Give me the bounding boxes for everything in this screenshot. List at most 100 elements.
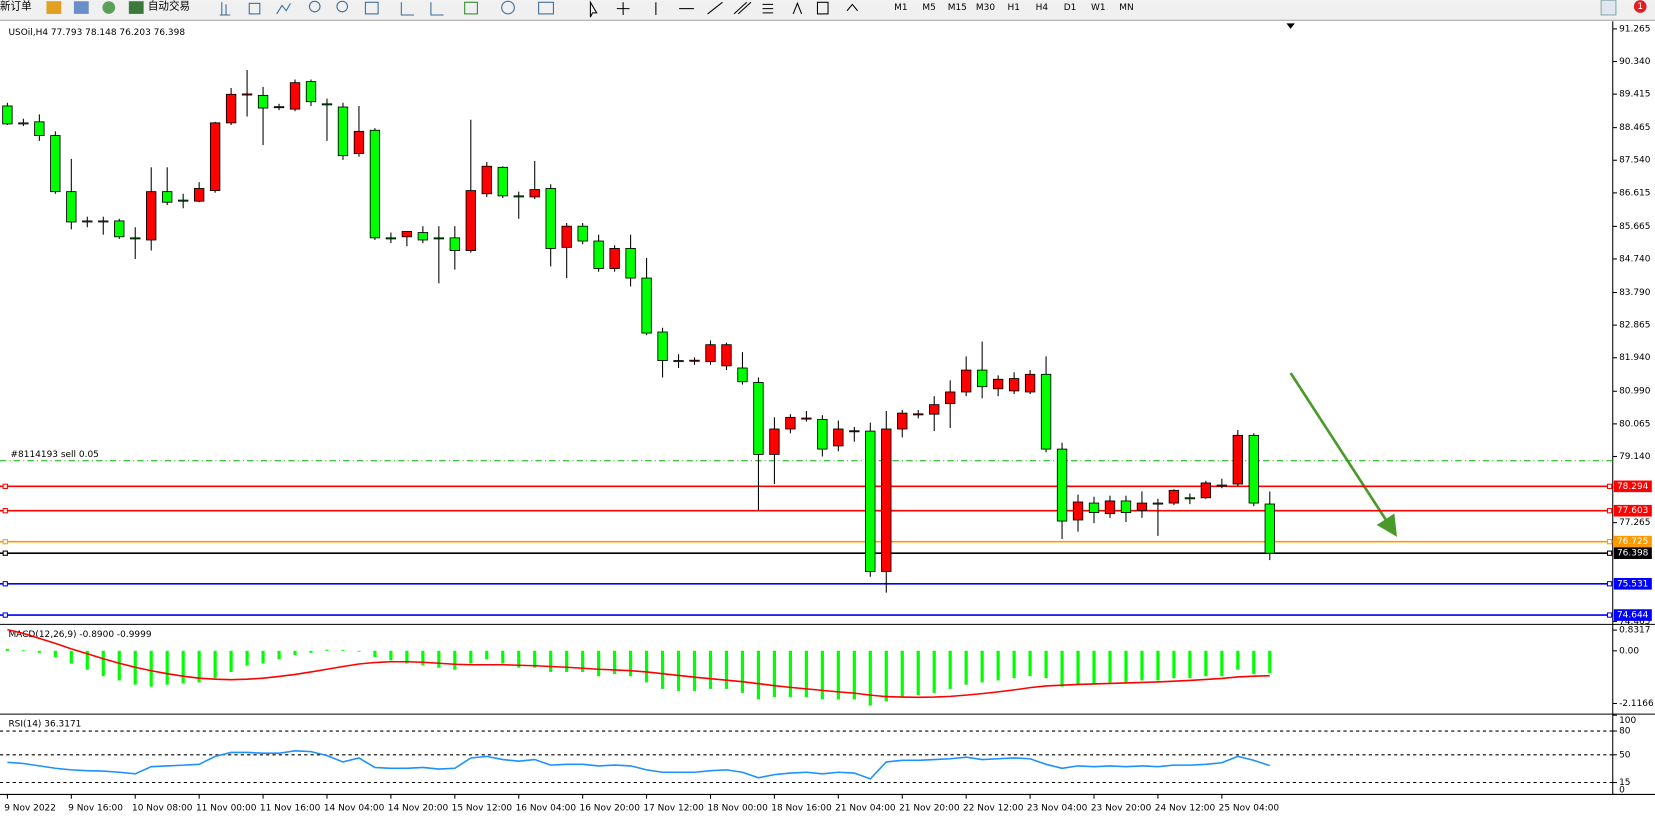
timeframe-button[interactable]: M15 — [948, 3, 967, 13]
candle-body — [929, 404, 940, 415]
template-icon[interactable] — [538, 1, 554, 15]
macd-bar — [149, 650, 153, 687]
candle-body — [529, 189, 540, 198]
candle-body — [417, 232, 429, 241]
toolbar-icon[interactable] — [46, 1, 62, 14]
shapes-icon[interactable] — [846, 3, 859, 12]
timeframe-button[interactable]: M30 — [976, 3, 995, 13]
timeframe-button[interactable]: H4 — [1036, 3, 1049, 13]
zoom-in-icon[interactable] — [308, 0, 321, 13]
y-tick-label: -2.1166 — [1619, 699, 1654, 709]
candle-body — [66, 191, 77, 223]
timeframe-button[interactable]: M1 — [894, 3, 907, 13]
level-handle — [2, 581, 8, 587]
trendline-icon[interactable] — [707, 1, 723, 15]
macd-bar — [421, 650, 425, 666]
macd-bar — [37, 650, 41, 653]
text-icon[interactable] — [792, 1, 803, 15]
candle-body — [2, 105, 13, 125]
macd-bar — [740, 650, 745, 693]
indicators-icon[interactable] — [464, 1, 478, 15]
candle-body — [18, 122, 29, 125]
time-label: 11 Nov 00:00 — [196, 804, 257, 814]
candle-chart-icon[interactable] — [248, 2, 261, 15]
tile-icon[interactable] — [364, 1, 379, 15]
timeframe-button[interactable]: M5 — [922, 3, 935, 13]
macd-bar — [309, 650, 313, 653]
timeframe-button[interactable]: MN — [1119, 3, 1133, 13]
level-handle — [1606, 539, 1613, 545]
macd-bar — [948, 650, 952, 689]
new-order-button[interactable]: 新订单 — [0, 0, 32, 13]
candle-body — [992, 378, 1004, 390]
timeframe-button[interactable]: D1 — [1064, 3, 1077, 13]
macd-bar — [1172, 650, 1176, 679]
macd-bar — [213, 650, 217, 679]
level-handle — [2, 612, 8, 618]
fibo-icon[interactable] — [762, 3, 774, 14]
bar-chart-icon[interactable] — [219, 2, 231, 16]
macd-bar — [261, 650, 265, 664]
candle-body — [1072, 501, 1084, 521]
level-label: 76.398 — [1617, 549, 1649, 559]
candle-body — [114, 220, 125, 238]
close: 76.398 — [154, 27, 186, 37]
level-label: 77.603 — [1617, 506, 1648, 516]
help-icon[interactable] — [1600, 0, 1617, 16]
period-icon[interactable] — [501, 0, 515, 15]
rsi-value: 36.3171 — [44, 719, 81, 729]
candle-body — [1184, 497, 1196, 500]
candle-body — [801, 417, 812, 420]
candle-body — [577, 225, 588, 242]
time-label: 17 Nov 12:00 — [643, 804, 704, 814]
candle-body — [769, 428, 780, 455]
candle-body — [1056, 448, 1068, 522]
rsi-name: RSI(14) — [8, 719, 41, 729]
time-label: 24 Nov 12:00 — [1155, 804, 1216, 814]
notification-badge[interactable] — [1633, 0, 1647, 13]
macd-bar — [117, 650, 121, 681]
shift-icon[interactable] — [430, 2, 444, 16]
line-chart-icon[interactable] — [276, 3, 291, 15]
open: 77.793 — [51, 27, 82, 37]
toolbar-icon[interactable] — [102, 1, 116, 14]
channel-icon[interactable] — [733, 1, 752, 15]
candle-body — [1168, 489, 1180, 504]
candle-body — [465, 190, 476, 251]
candle-body — [785, 416, 796, 430]
macd-signal: -0.9999 — [117, 629, 152, 639]
macd-signal-line — [7, 628, 1270, 699]
time-label: 9 Nov 16:00 — [68, 804, 123, 814]
macd-bar — [165, 650, 169, 685]
level-label-bg — [1613, 504, 1652, 517]
auto-trading-button[interactable]: 自动交易 — [148, 0, 190, 13]
label-icon[interactable] — [816, 1, 829, 15]
time-label: 23 Nov 04:00 — [1027, 804, 1088, 814]
level-handle — [2, 508, 8, 514]
cursor-icon[interactable] — [589, 0, 598, 18]
candle-body — [353, 130, 365, 154]
toolbar-icon[interactable] — [73, 1, 89, 14]
timeframe-button[interactable]: W1 — [1091, 3, 1106, 13]
crosshair-icon[interactable] — [616, 2, 630, 15]
macd-bar — [517, 650, 521, 668]
candle-body — [98, 220, 109, 223]
zoom-out-icon[interactable] — [336, 0, 349, 13]
macd-bar — [437, 650, 441, 668]
level-handle — [2, 550, 8, 556]
macd-bar — [453, 650, 457, 670]
y-tick-label: 90.340 — [1619, 57, 1651, 67]
y-tick-label: 50 — [1619, 750, 1631, 760]
macd-bar — [325, 649, 329, 651]
macd-bar — [1156, 650, 1160, 681]
autoscroll-icon[interactable] — [400, 2, 415, 16]
candle-body — [146, 191, 157, 241]
level-handle — [1606, 581, 1613, 587]
symbol: USOil,H4 — [8, 27, 48, 37]
y-tick-label: 0 — [1619, 786, 1625, 796]
auto-trading-icon[interactable] — [128, 1, 144, 14]
candle-body — [737, 367, 748, 383]
timeframe-button[interactable]: H1 — [1007, 3, 1019, 13]
level-label: 76.725 — [1617, 537, 1648, 547]
macd-bar — [1060, 650, 1064, 687]
